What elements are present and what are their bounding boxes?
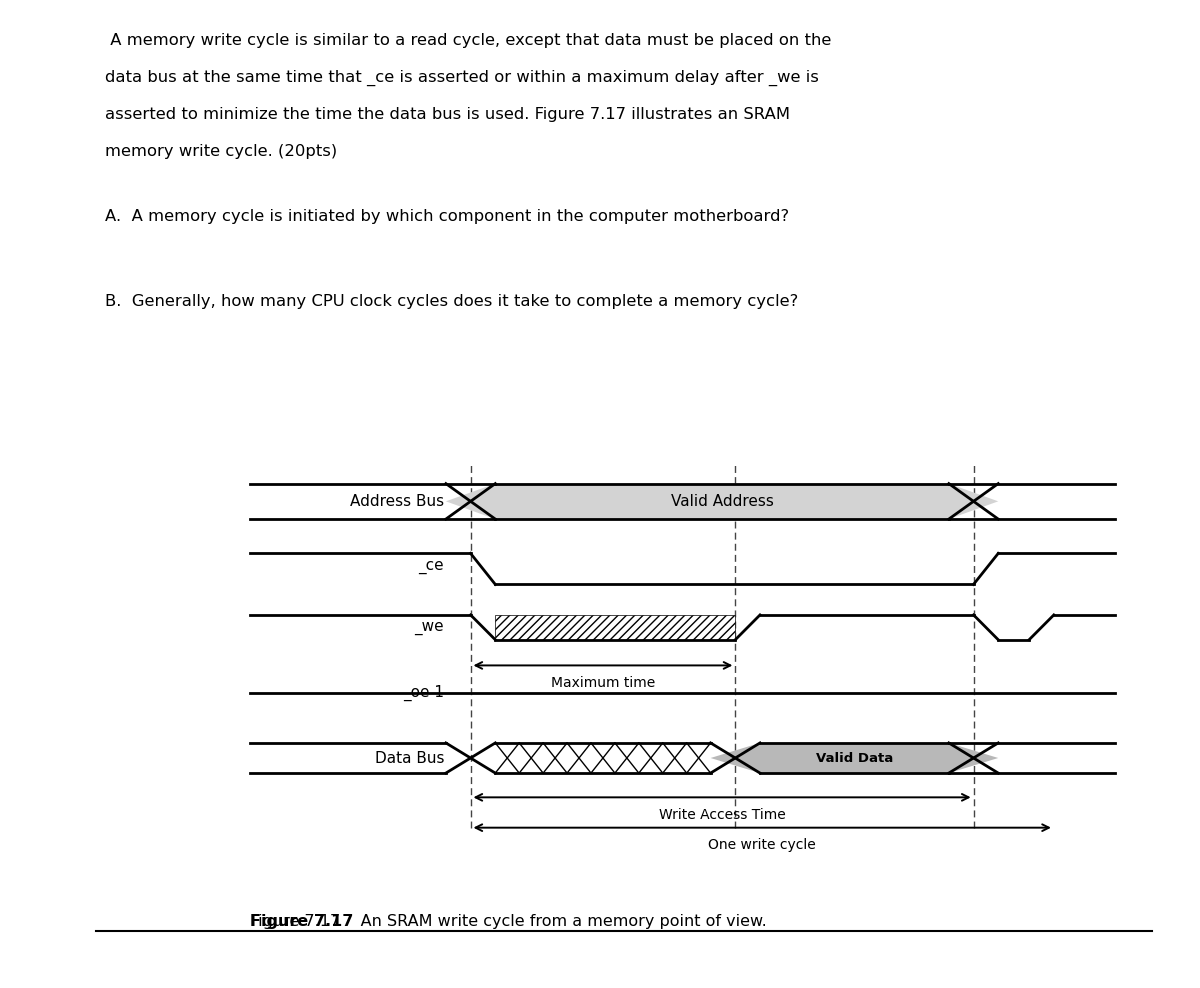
Text: Write Access Time: Write Access Time [659,807,786,822]
Text: Valid Data: Valid Data [816,752,893,765]
Text: A.  A memory cycle is initiated by which component in the computer motherboard?: A. A memory cycle is initiated by which … [106,209,790,224]
Text: data bus at the same time that _ce is asserted or within a maximum delay after _: data bus at the same time that _ce is as… [106,70,818,86]
Text: Data Bus: Data Bus [374,751,444,766]
Polygon shape [496,615,736,640]
Polygon shape [710,743,998,773]
Text: _oe 1: _oe 1 [403,685,444,700]
Text: _we: _we [414,619,444,635]
Text: _ce: _ce [419,559,444,574]
Text: Maximum time: Maximum time [551,676,655,690]
Text: Address Bus: Address Bus [350,494,444,509]
Text: One write cycle: One write cycle [708,838,816,852]
Polygon shape [446,483,998,519]
Text: B.  Generally, how many CPU clock cycles does it take to complete a memory cycle: B. Generally, how many CPU clock cycles … [106,294,798,309]
Text: asserted to minimize the time the data bus is used. Figure 7.17 illustrates an S: asserted to minimize the time the data b… [106,107,790,122]
Text: Valid Address: Valid Address [671,494,774,509]
Text: memory write cycle. (20pts): memory write cycle. (20pts) [106,144,337,159]
Text: Figure 7.17: Figure 7.17 [250,914,353,930]
Text: A memory write cycle is similar to a read cycle, except that data must be placed: A memory write cycle is similar to a rea… [106,33,832,48]
Text: Figure 7.17    An SRAM write cycle from a memory point of view.: Figure 7.17 An SRAM write cycle from a m… [250,914,767,930]
